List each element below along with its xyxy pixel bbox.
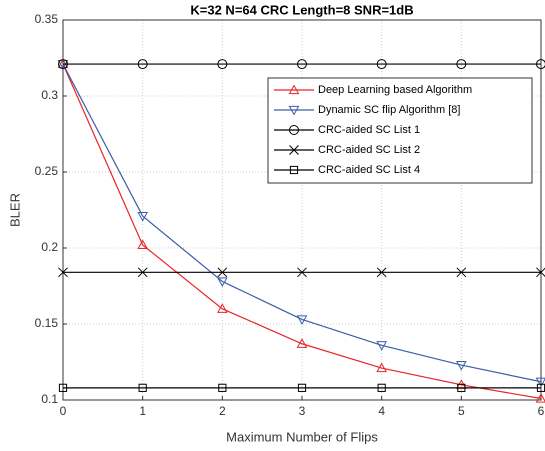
marker [456,59,467,70]
marker [377,383,386,392]
marker [289,145,299,155]
legend-label: CRC-aided SC List 2 [318,144,420,156]
marker [58,267,68,278]
legend-label: CRC-aided SC List 1 [318,124,420,136]
marker [217,59,228,70]
y-tick-label: 0.3 [41,88,58,102]
marker [536,267,545,278]
marker [376,267,387,278]
series-line [62,63,542,400]
marker [58,383,68,392]
series-line [62,63,542,383]
marker [296,338,308,348]
marker [137,267,148,278]
x-tick-label: 5 [458,404,465,418]
plot-frame [62,19,542,401]
x-tick-label: 0 [60,404,67,418]
chart-title: K=32 N=64 CRC Length=8 SNR=1dB [190,2,413,17]
marker [288,105,300,116]
marker [216,303,228,313]
marker [457,383,466,392]
x-axis-label: Maximum Number of Flips [226,429,378,444]
x-tick-label: 4 [378,404,385,418]
y-tick-label: 0.1 [41,392,58,406]
marker [297,267,307,278]
y-tick-label: 0.35 [35,12,59,26]
y-tick-label: 0.2 [41,240,58,254]
marker [216,277,228,287]
marker [288,84,300,95]
marker [218,383,227,392]
x-tick-label: 1 [139,404,146,418]
legend-label: Dynamic SC flip Algorithm [8] [318,104,460,116]
marker [535,377,545,388]
legend-label: CRC-aided SC List 4 [318,164,420,176]
y-tick-label: 0.15 [35,316,59,330]
x-tick-label: 3 [299,404,306,418]
marker [137,211,149,222]
marker [58,59,68,70]
marker [289,125,299,135]
marker [137,239,149,250]
marker [376,59,387,70]
marker [137,59,148,70]
marker [296,315,308,325]
marker [289,165,299,175]
y-axis-label: BLER [7,193,22,227]
marker [376,341,388,351]
marker [297,59,307,70]
marker [297,383,307,392]
marker [217,267,228,278]
x-tick-label: 6 [538,404,545,418]
marker [138,383,147,392]
marker [536,59,545,70]
marker [455,360,467,371]
marker [456,267,467,278]
marker [535,392,545,403]
legend-label: Deep Learning based Algorithm [318,84,472,96]
y-tick-label: 0.25 [35,164,59,178]
x-tick-label: 2 [219,404,226,418]
marker [376,362,388,373]
